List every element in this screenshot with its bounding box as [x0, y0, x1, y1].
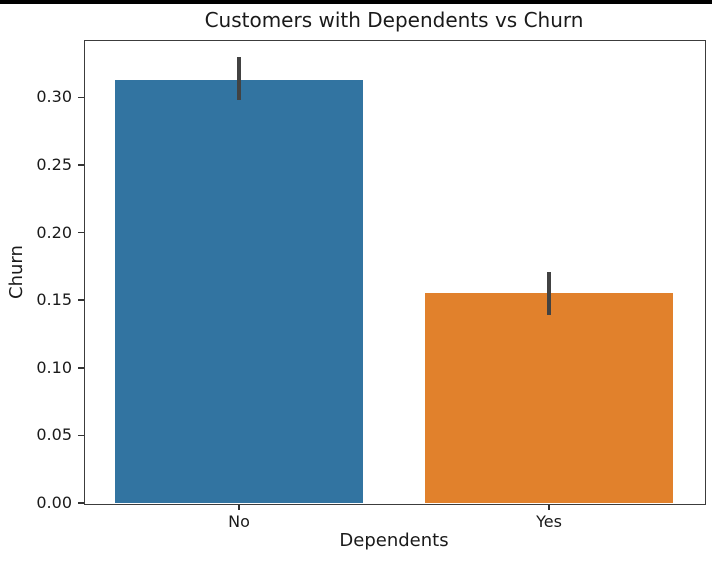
y-tick-label: 0.20 [36, 222, 72, 242]
error-bar [237, 56, 241, 101]
x-tick-label: Yes [536, 512, 562, 531]
y-tick-mark [78, 502, 84, 504]
x-tick-mark [238, 504, 240, 510]
window-top-border [0, 0, 712, 4]
y-tick-label: 0.25 [36, 155, 72, 175]
y-tick-mark [78, 96, 84, 99]
y-tick-label: 0.05 [36, 425, 72, 445]
x-tick-mark [548, 504, 550, 510]
y-tick-mark [78, 299, 84, 301]
y-tick-label: 0.15 [36, 290, 72, 310]
bar-yes [425, 293, 673, 503]
x-tick-label: No [228, 512, 250, 531]
y-tick-label: 0.00 [36, 493, 72, 512]
y-tick-mark [78, 367, 84, 369]
y-tick-mark [78, 434, 84, 437]
bar-no [115, 79, 363, 503]
x-axis-label: Dependents [339, 530, 449, 551]
y-tick-mark [78, 164, 84, 166]
y-tick-mark [78, 231, 84, 234]
y-tick-label: 0.10 [36, 357, 72, 377]
error-bar [547, 271, 551, 316]
y-tick-label: 0.30 [36, 87, 72, 107]
chart-title: Customers with Dependents vs Churn [204, 8, 584, 32]
